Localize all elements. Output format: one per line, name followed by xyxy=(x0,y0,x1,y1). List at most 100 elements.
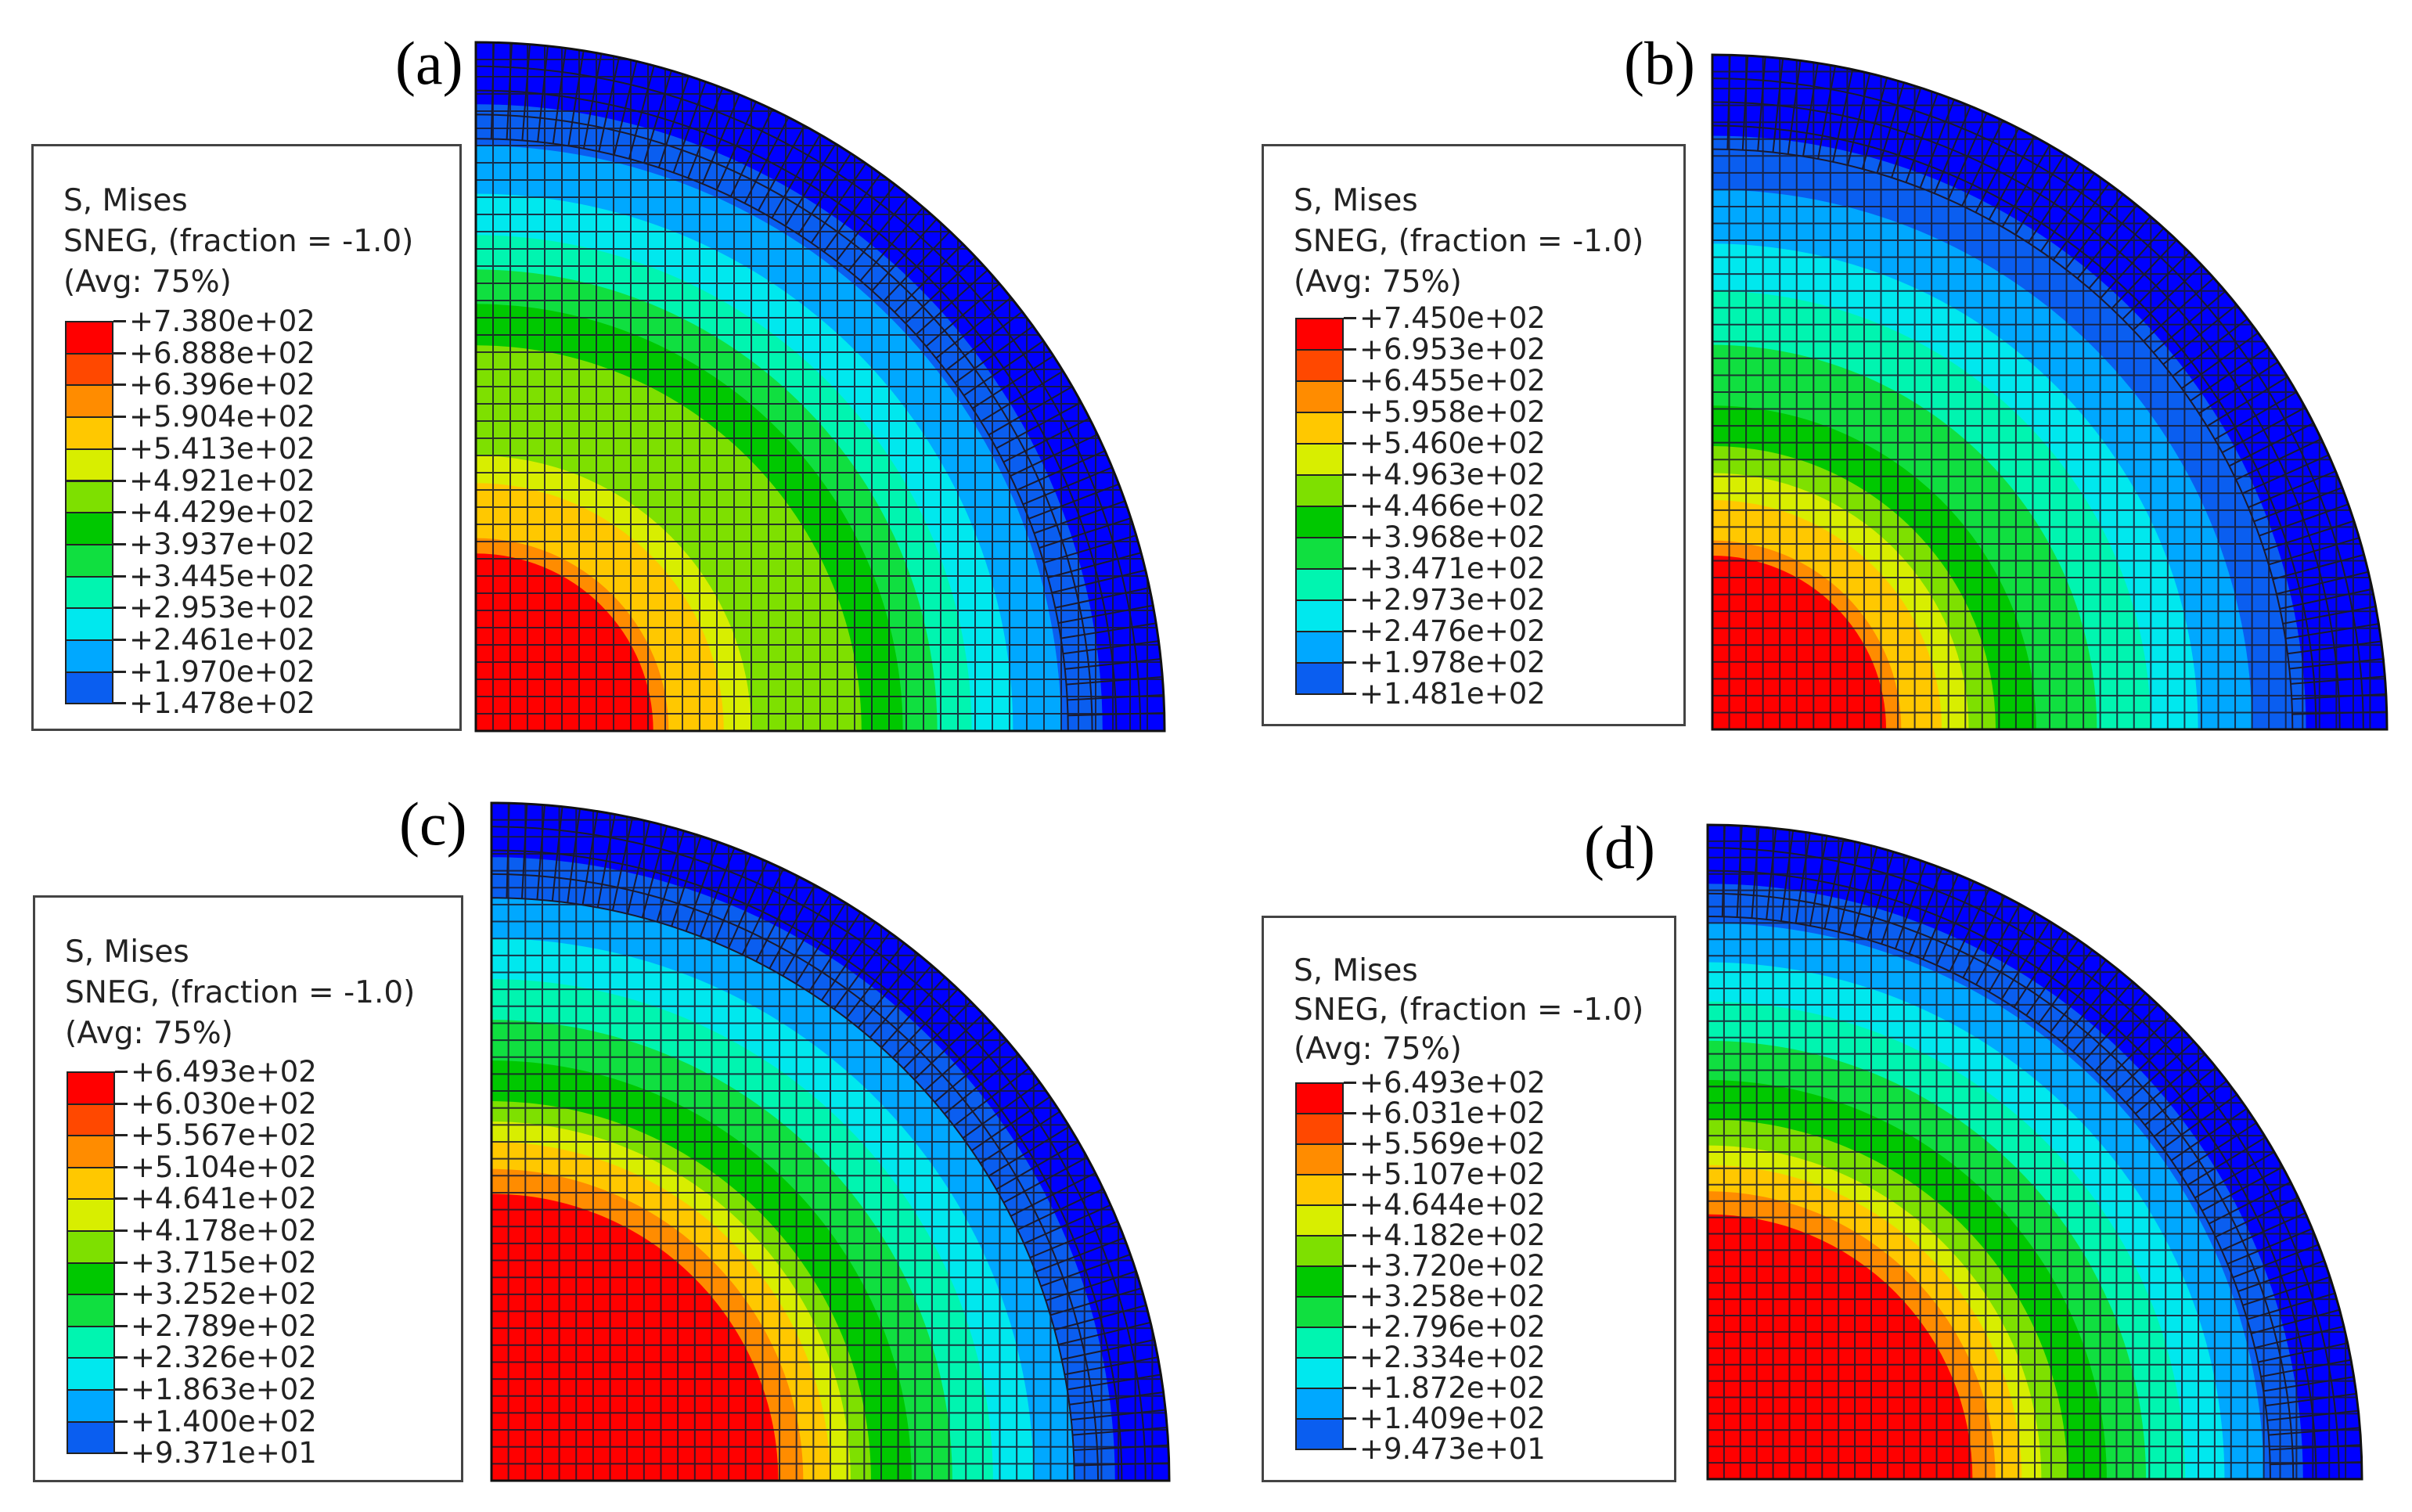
stress-contour-a xyxy=(474,41,1166,733)
legend-tick xyxy=(115,1165,128,1168)
legend-swatch xyxy=(1295,1265,1344,1298)
legend-tick xyxy=(115,1452,128,1455)
contour-core xyxy=(476,553,653,731)
legend-tick xyxy=(115,1134,128,1137)
legend-tick xyxy=(1344,630,1356,632)
legend-value: +1.978e+02 xyxy=(1359,646,1546,679)
legend-swatch xyxy=(1295,349,1344,382)
legend-swatch xyxy=(67,1198,115,1232)
legend-tick xyxy=(115,1324,128,1327)
legend-value: +3.937e+02 xyxy=(129,527,315,561)
legend-tick xyxy=(1344,473,1356,476)
legend-swatch xyxy=(1295,1418,1344,1450)
legend-tick xyxy=(115,1071,128,1073)
legend-value: +5.569e+02 xyxy=(1359,1127,1546,1161)
stress-contour-b xyxy=(1711,53,2389,731)
legend-value: +7.380e+02 xyxy=(129,304,315,338)
legend-tick xyxy=(1344,505,1356,507)
legend-tick xyxy=(1344,1112,1356,1114)
legend-value: +4.641e+02 xyxy=(131,1182,317,1216)
legend-value: +9.473e+01 xyxy=(1359,1432,1546,1466)
legend-swatch xyxy=(65,639,113,673)
legend-value: +6.493e+02 xyxy=(1359,1066,1546,1100)
legend-tick xyxy=(113,542,126,545)
legend-tick xyxy=(1344,411,1356,413)
legend-swatch xyxy=(65,671,113,705)
legend-swatch xyxy=(1295,568,1344,601)
legend-swatch xyxy=(65,607,113,641)
legend-tick xyxy=(1344,661,1356,664)
legend-value: +1.863e+02 xyxy=(131,1373,317,1406)
legend-tick xyxy=(1344,380,1356,382)
legend-tick xyxy=(1344,1448,1356,1450)
legend-swatch xyxy=(67,1071,115,1105)
legend-swatch xyxy=(1295,1113,1344,1145)
legend-tick xyxy=(1344,567,1356,570)
contour-core xyxy=(1708,1214,1973,1479)
legend-swatch xyxy=(1295,1143,1344,1175)
legend-swatch xyxy=(65,352,113,387)
panel-label-c: (c) xyxy=(399,790,467,858)
legend-value: +9.371e+01 xyxy=(131,1436,317,1471)
legend-tick xyxy=(1344,1356,1356,1359)
legend-swatch xyxy=(1295,474,1344,507)
legend-swatch xyxy=(1295,599,1344,632)
legend-value: +3.445e+02 xyxy=(129,559,315,593)
quarter-outline xyxy=(1706,823,2363,1481)
legend-value: +2.334e+02 xyxy=(1359,1341,1546,1374)
legend-tick xyxy=(113,383,126,387)
legend-tick xyxy=(113,670,126,673)
legend-d: S, Mises SNEG, (fraction = -1.0) (Avg: 7… xyxy=(1262,916,1676,1482)
legend-value: +3.720e+02 xyxy=(1359,1249,1546,1283)
legend-tick xyxy=(1344,599,1356,601)
mesh-ring xyxy=(491,803,1169,1481)
legend-value: +7.450e+02 xyxy=(1359,301,1546,335)
quarter-outline xyxy=(1711,53,2389,731)
legend-tick xyxy=(115,1388,128,1391)
legend-swatch xyxy=(65,321,113,355)
legend-value: +3.252e+02 xyxy=(131,1277,317,1312)
legend-title: S, Mises xyxy=(63,183,188,218)
mesh-ring xyxy=(1712,55,2387,730)
legend-value: +2.973e+02 xyxy=(1359,583,1546,617)
legend-value: +6.030e+02 xyxy=(131,1086,317,1121)
contour-core xyxy=(1712,555,1887,729)
legend-value: +2.796e+02 xyxy=(1359,1310,1546,1344)
legend-tick xyxy=(113,574,126,578)
legend-value: +6.455e+02 xyxy=(1359,364,1546,398)
legend-swatch xyxy=(1295,1327,1344,1359)
legend-swatch xyxy=(67,1230,115,1264)
legend-value: +4.644e+02 xyxy=(1359,1188,1546,1222)
quarter-outline xyxy=(490,801,1171,1482)
legend-value: +2.789e+02 xyxy=(131,1309,317,1343)
legend-tick xyxy=(1344,693,1356,695)
legend-value: +4.466e+02 xyxy=(1359,489,1546,523)
legend-a: S, Mises SNEG, (fraction = -1.0) (Avg: 7… xyxy=(31,144,462,731)
legend-title: S, Mises xyxy=(1294,953,1418,988)
legend-value: +5.413e+02 xyxy=(129,431,315,466)
legend-swatch xyxy=(1295,318,1344,351)
legend-value: +5.107e+02 xyxy=(1359,1157,1546,1191)
legend-swatch xyxy=(1295,662,1344,695)
legend-tick xyxy=(1344,317,1356,319)
panel-label-d: (d) xyxy=(1584,813,1655,881)
mesh-grid xyxy=(1712,55,2387,729)
legend-swatch xyxy=(1295,537,1344,570)
legend-tick xyxy=(1344,1143,1356,1145)
legend-tick xyxy=(115,1293,128,1296)
legend-avg: (Avg: 75%) xyxy=(1294,1031,1462,1067)
legend-value: +1.409e+02 xyxy=(1359,1402,1546,1435)
legend-swatch xyxy=(1295,1296,1344,1328)
legend-value: +4.178e+02 xyxy=(131,1214,317,1247)
legend-swatch xyxy=(1295,1204,1344,1237)
legend-tick xyxy=(113,351,126,355)
legend-tick xyxy=(113,320,126,322)
legend-swatch xyxy=(1295,1082,1344,1114)
legend-swatch xyxy=(65,384,113,419)
legend-tick xyxy=(115,1261,128,1264)
legend-value: +4.429e+02 xyxy=(129,495,315,530)
legend-tick xyxy=(113,702,126,705)
legend-value: +6.396e+02 xyxy=(129,368,315,402)
legend-value: +6.031e+02 xyxy=(1359,1096,1546,1130)
legend-tick xyxy=(1344,536,1356,538)
